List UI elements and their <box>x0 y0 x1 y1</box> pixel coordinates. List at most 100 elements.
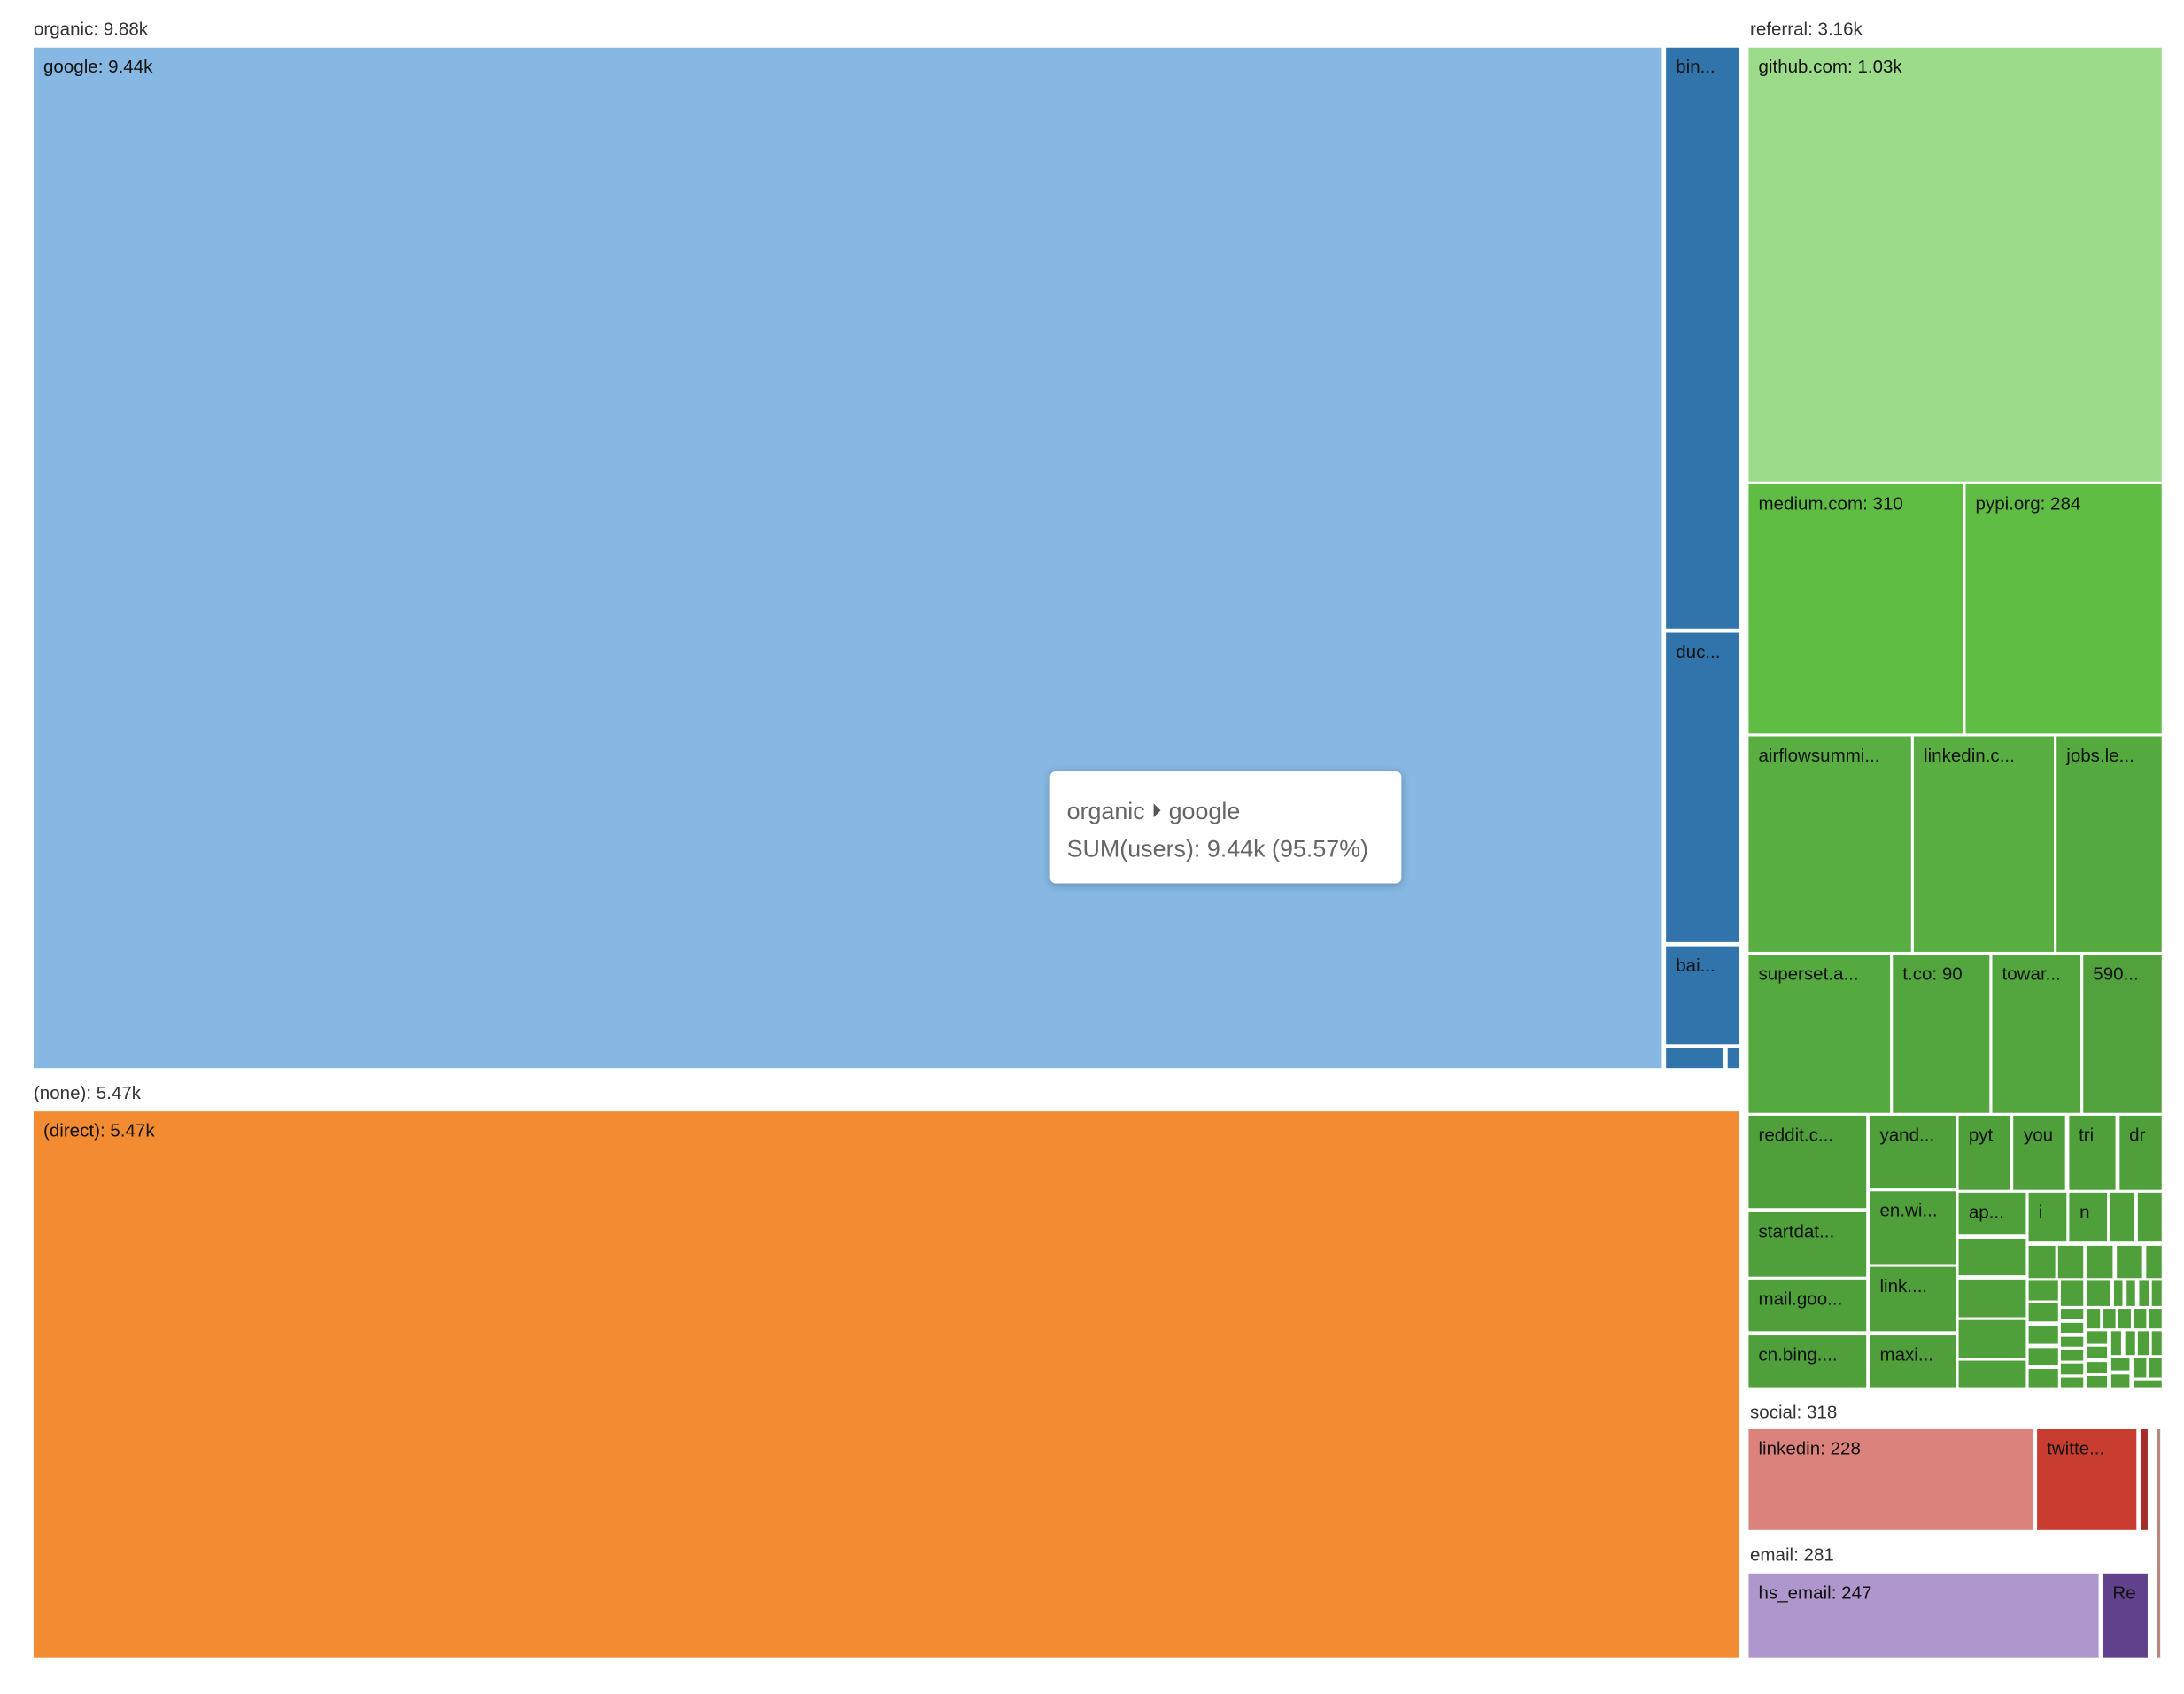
treemap-cell[interactable] <box>2087 1245 2113 1279</box>
cell-label: cn.bing.... <box>1758 1343 1838 1365</box>
treemap-cell[interactable] <box>2110 1358 2130 1372</box>
caret-right-icon <box>1153 803 1161 818</box>
treemap-cell[interactable] <box>2061 1377 2084 1388</box>
treemap-cell[interactable] <box>1958 1238 2025 1276</box>
treemap-cell[interactable] <box>2134 1309 2146 1328</box>
treemap-cell[interactable]: cn.bing.... <box>1748 1335 1867 1388</box>
treemap-cell[interactable] <box>2028 1245 2055 1279</box>
treemap-cell[interactable]: pyt <box>1958 1115 2010 1190</box>
cell-label: medium.com: 310 <box>1758 492 1903 514</box>
treemap-cell[interactable]: jobs.le... <box>2056 736 2162 952</box>
cell-label: linkedin: 228 <box>1758 1437 1861 1459</box>
treemap-cell[interactable] <box>2087 1281 2110 1306</box>
treemap-cell[interactable]: twitte... <box>2037 1428 2137 1530</box>
treemap-cell[interactable]: pypi.org: 284 <box>1965 483 2162 734</box>
treemap-cell[interactable]: superset.a... <box>1748 955 1891 1113</box>
cell-label: tri <box>2079 1124 2095 1146</box>
cell-label: twitte... <box>2047 1437 2105 1459</box>
treemap-cell[interactable] <box>2028 1369 2058 1388</box>
treemap-cell[interactable] <box>2157 1428 2161 1658</box>
treemap-cell[interactable]: medium.com: 310 <box>1748 483 1963 734</box>
treemap-cell[interactable] <box>1958 1279 2025 1317</box>
treemap-cell[interactable] <box>2118 1309 2131 1328</box>
treemap-cell[interactable] <box>2061 1364 2084 1374</box>
treemap-cell[interactable] <box>2057 1245 2084 1279</box>
treemap-cell[interactable] <box>1727 1048 1739 1069</box>
treemap-cell[interactable]: Re <box>2103 1573 2148 1658</box>
cell-label: github.com: 1.03k <box>1758 56 1902 77</box>
treemap-cell[interactable] <box>2087 1346 2108 1358</box>
treemap-cell[interactable] <box>2028 1325 2058 1344</box>
treemap-cell[interactable] <box>2087 1309 2100 1328</box>
treemap-cell[interactable]: startdat... <box>1748 1211 1867 1277</box>
treemap-cell[interactable] <box>2149 1358 2162 1377</box>
treemap-cell[interactable]: n <box>2070 1193 2108 1242</box>
treemap-cell[interactable] <box>2125 1332 2135 1355</box>
treemap-cell[interactable]: you <box>2013 1115 2065 1190</box>
cell-label: jobs.le... <box>2066 744 2134 766</box>
treemap-cell[interactable]: bin... <box>1666 47 1739 629</box>
treemap-cell[interactable] <box>2028 1281 2058 1300</box>
treemap-cell[interactable]: github.com: 1.03k <box>1748 47 2162 482</box>
group-label: email: 281 <box>1750 1543 1834 1566</box>
treemap-cell[interactable]: (direct): 5.47k <box>33 1111 1739 1658</box>
treemap-cell[interactable] <box>2103 1309 2116 1328</box>
treemap-cell[interactable]: link.... <box>1870 1266 1956 1333</box>
treemap-cell[interactable] <box>2061 1336 2084 1347</box>
group-label: organic: 9.88k <box>33 18 149 40</box>
treemap-cell[interactable] <box>2061 1281 2084 1306</box>
treemap-cell[interactable] <box>2126 1281 2136 1306</box>
treemap-cell[interactable] <box>1958 1360 2025 1388</box>
treemap-cell[interactable] <box>2139 1281 2149 1306</box>
treemap-cell[interactable] <box>2087 1361 2108 1373</box>
cell-label: superset.a... <box>1758 963 1859 985</box>
treemap-cell[interactable]: en.wi... <box>1870 1191 1956 1264</box>
treemap-cell[interactable] <box>2061 1309 2084 1319</box>
treemap-cell[interactable] <box>2113 1281 2123 1306</box>
treemap-cell[interactable] <box>2133 1358 2146 1377</box>
treemap-cell[interactable]: bai... <box>1666 946 1739 1045</box>
cell-label: startdat... <box>1758 1220 1835 1242</box>
treemap-cell[interactable] <box>2110 1374 2130 1388</box>
treemap-cell[interactable] <box>1666 1048 1723 1069</box>
treemap-cell[interactable] <box>2145 1245 2162 1279</box>
cell-label: dr <box>2129 1124 2146 1146</box>
cell-label: n <box>2079 1201 2090 1223</box>
treemap-cell[interactable]: yand... <box>1870 1115 1956 1188</box>
treemap-cell[interactable]: linkedin.c... <box>1913 736 2055 952</box>
treemap-cell[interactable]: towar... <box>1992 955 2081 1113</box>
treemap-cell[interactable] <box>2028 1347 2058 1366</box>
treemap-cell[interactable]: t.co: 90 <box>1893 955 1990 1113</box>
treemap-cell[interactable]: mail.goo... <box>1748 1280 1867 1332</box>
treemap-cell[interactable]: 590... <box>2083 955 2162 1113</box>
treemap-cell[interactable] <box>2116 1245 2142 1279</box>
treemap-cell[interactable]: i <box>2028 1193 2066 1242</box>
treemap-cell[interactable] <box>2061 1322 2084 1334</box>
treemap-cell[interactable]: linkedin: 228 <box>1748 1428 2033 1530</box>
treemap-cell[interactable] <box>2152 1281 2162 1306</box>
treemap-cell[interactable]: maxi... <box>1870 1335 1956 1388</box>
cell-label: airflowsummi... <box>1758 744 1880 766</box>
treemap-cell[interactable] <box>2087 1332 2108 1343</box>
treemap-cell[interactable] <box>2110 1193 2134 1242</box>
treemap-cell[interactable] <box>1958 1319 2025 1358</box>
treemap-cell[interactable] <box>2110 1332 2122 1355</box>
treemap-cell[interactable] <box>2028 1303 2058 1322</box>
treemap-cell[interactable] <box>2087 1375 2108 1388</box>
treemap-cell[interactable] <box>2061 1350 2084 1361</box>
treemap-cell[interactable] <box>2152 1332 2162 1355</box>
treemap-cell[interactable]: reddit.c... <box>1748 1115 1867 1209</box>
treemap-cell[interactable] <box>2133 1380 2162 1388</box>
treemap-cell[interactable] <box>2141 1428 2148 1530</box>
treemap-cell[interactable]: google: 9.44k <box>33 47 1662 1069</box>
cell-label: t.co: 90 <box>1902 963 1963 985</box>
treemap-cell[interactable] <box>2137 1193 2162 1242</box>
treemap-cell[interactable]: duc... <box>1666 632 1739 942</box>
treemap-cell[interactable]: ap... <box>1958 1193 2025 1235</box>
treemap-cell[interactable]: airflowsummi... <box>1748 736 1911 952</box>
treemap-cell[interactable] <box>2138 1332 2149 1355</box>
treemap-cell[interactable]: dr <box>2119 1115 2162 1190</box>
treemap-cell[interactable] <box>2149 1309 2162 1328</box>
treemap-cell[interactable]: tri <box>2069 1115 2117 1190</box>
treemap-cell[interactable]: hs_email: 247 <box>1748 1573 2099 1658</box>
